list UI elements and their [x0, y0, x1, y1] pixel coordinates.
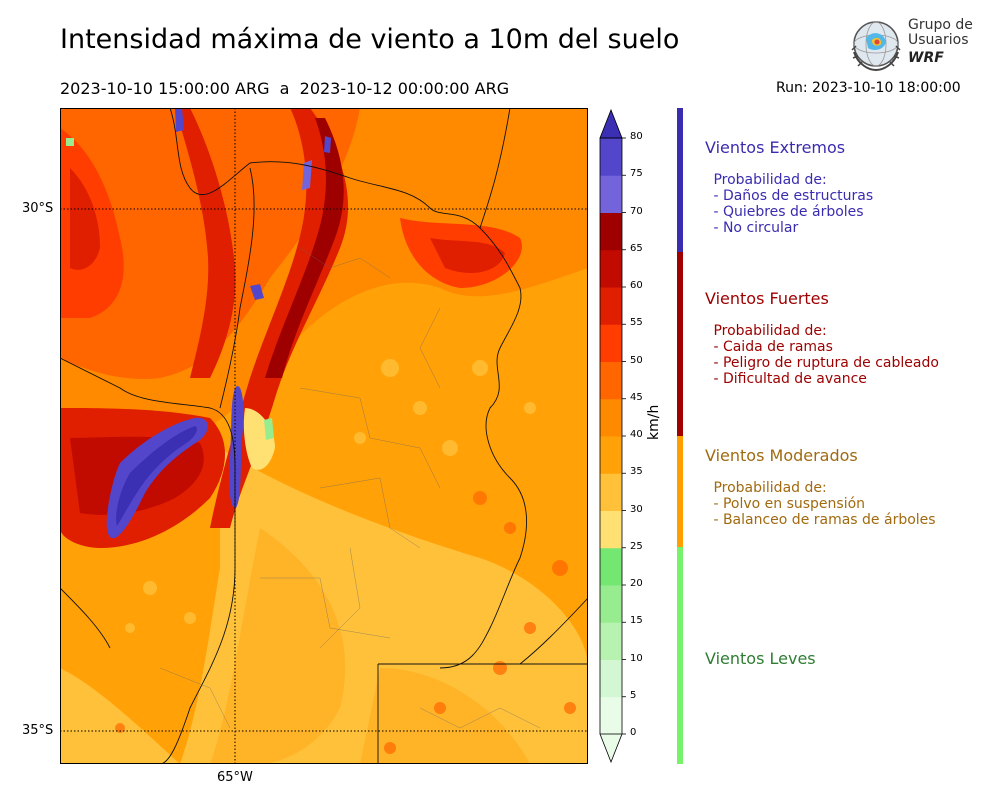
logo-line-1: Grupo de: [908, 17, 973, 33]
colorbar-band: [600, 659, 622, 698]
category-title-leves: Vientos Leves: [705, 649, 816, 668]
desc-line: Probabilidad de:: [709, 480, 827, 496]
colorbar-tick-label: 35: [630, 466, 643, 478]
desc-line: Probabilidad de:: [709, 323, 827, 339]
category-desc-fuertes: Probabilidad de: - Caida de ramas - Peli…: [709, 323, 939, 387]
colorbar-tick-label: 50: [630, 354, 643, 366]
colorbar-tick-label: 65: [630, 242, 643, 254]
colorbar-tick-label: 5: [630, 689, 637, 701]
forecast-period: 2023-10-10 15:00:00 ARG a 2023-10-12 00:…: [60, 79, 509, 98]
category-desc-moderados: Probabilidad de: - Polvo en suspensión -…: [709, 480, 936, 528]
colorbar-arrow-max: [599, 108, 623, 139]
run-timestamp: Run: 2023-10-10 18:00:00: [776, 80, 961, 96]
category-title-moderados: Vientos Moderados: [705, 446, 858, 465]
desc-line: - Polvo en suspensión: [709, 496, 866, 512]
category-bar-moderados: [677, 436, 683, 547]
wrf-group-logo: Grupo de Usuarios WRF: [848, 16, 978, 74]
colorbar-band: [600, 510, 622, 549]
colorbar-tick-label: 60: [630, 280, 643, 291]
colorbar-band: [600, 696, 622, 735]
category-title-extremos: Vientos Extremos: [705, 138, 846, 157]
desc-line: - Caida de ramas: [709, 339, 833, 355]
colorbar-band: [600, 585, 622, 623]
desc-line: - Peligro de ruptura de cableado: [709, 355, 939, 371]
lat-label-30s: 30°S: [22, 201, 54, 216]
wind-map: [60, 108, 588, 764]
lat-label-35s: 35°S: [22, 723, 54, 738]
colorbar-band: [600, 436, 622, 474]
colorbar-band: [600, 212, 622, 251]
map-title: Intensidad máxima de viento a 10m del su…: [60, 24, 680, 55]
period-end: 2023-10-12 00:00:00 ARG: [299, 79, 510, 98]
colorbar-tick-label: 20: [630, 578, 643, 589]
logo-text: Grupo de Usuarios: [908, 18, 973, 48]
wind-map-canvas: [60, 108, 588, 764]
logo-line-2: Usuarios: [908, 32, 969, 48]
colorbar-band: [600, 398, 622, 437]
colorbar-band: [600, 249, 622, 288]
colorbar-tick-label: 55: [630, 317, 643, 329]
category-bar-fuertes: [677, 252, 683, 436]
colorbar-tick-label: 15: [630, 615, 643, 627]
desc-line: - Quiebres de árboles: [709, 204, 864, 220]
colorbar-band: [600, 175, 622, 213]
colorbar-band: [600, 622, 622, 660]
category-title-fuertes: Vientos Fuertes: [705, 289, 829, 308]
desc-line: - Balanceo de ramas de árboles: [709, 512, 936, 528]
colorbar-tick-label: 10: [630, 652, 643, 664]
desc-line: Probabilidad de:: [709, 172, 827, 188]
logo-wrf: WRF: [908, 50, 944, 66]
desc-line: - No circular: [709, 220, 799, 236]
category-bar-extremos: [677, 108, 683, 252]
colorbar-tick-label: 0: [630, 727, 637, 738]
lon-label-65w: 65°W: [217, 770, 253, 785]
category-bar-leves: [677, 547, 683, 764]
globe-logo-icon: [851, 21, 901, 72]
desc-line: - Dificultad de avance: [709, 371, 867, 387]
colorbar-tick-label: 45: [630, 391, 643, 403]
category-desc-extremos: Probabilidad de: - Daños de estructuras …: [709, 172, 873, 236]
colorbar-band: [600, 473, 622, 511]
desc-line: - Daños de estructuras: [709, 188, 874, 204]
colorbar-tick-label: 30: [630, 503, 643, 515]
colorbar-tick-label: 75: [630, 168, 643, 180]
colorbar-units: km/h: [646, 404, 662, 440]
period-start: 2023-10-10 15:00:00 ARG: [60, 79, 270, 98]
colorbar-tick-label: 25: [630, 540, 643, 552]
period-separator: a: [279, 79, 290, 98]
colorbar-band: [600, 287, 622, 325]
wind-speed-colorbar: [596, 106, 656, 768]
colorbar-arrow-min: [599, 733, 623, 764]
colorbar-band: [600, 361, 622, 400]
colorbar-band: [600, 547, 622, 586]
colorbar-tick-label: 70: [630, 205, 643, 217]
colorbar-canvas: [599, 108, 626, 764]
colorbar-band: [600, 324, 622, 362]
colorbar-tick-label: 40: [630, 429, 643, 440]
colorbar-tick-label: 80: [630, 131, 643, 142]
colorbar-band: [600, 138, 622, 176]
